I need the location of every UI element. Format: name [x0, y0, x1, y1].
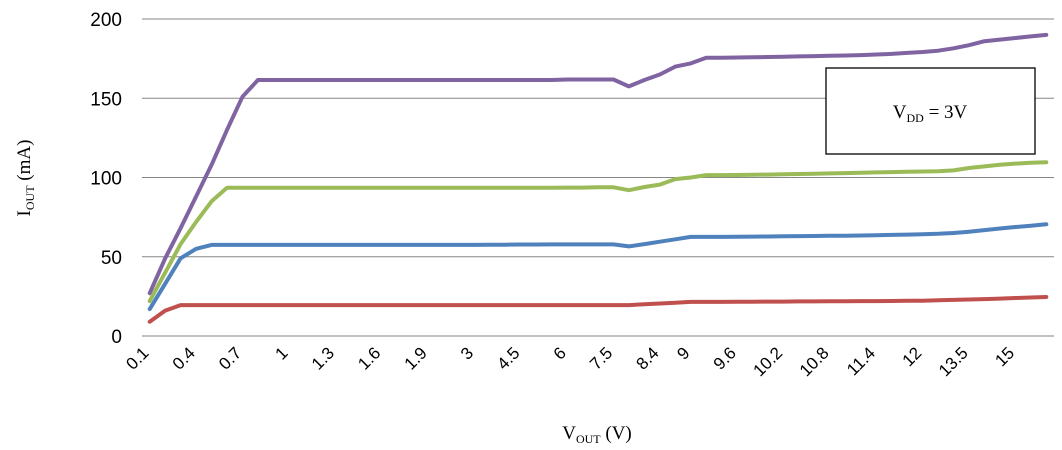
x-tick-label: 6 — [550, 343, 570, 363]
x-tick-label: 10.2 — [749, 343, 786, 380]
x-tick-label: 1.9 — [401, 343, 431, 373]
series-line-1 — [147, 32, 1049, 296]
y-tick-label: 0 — [111, 327, 122, 348]
x-tick-label: 11.4 — [843, 343, 879, 379]
y-tick-label: 50 — [101, 248, 122, 269]
x-tick-label: 7.5 — [586, 343, 616, 373]
series-line-4 — [147, 295, 1049, 324]
x-tick-label: 8.4 — [633, 343, 663, 373]
x-tick-label: 3 — [457, 343, 477, 363]
x-tick-label: 4.5 — [493, 343, 523, 373]
x-tick-labels: 0.1 0.4 0.7 1 1.3 1.6 1.9 3 4.5 6 7.5 8.4 9 9.6 10.2 10… — [122, 343, 1018, 380]
x-tick-label: 13.5 — [935, 343, 972, 380]
series-line-3 — [147, 222, 1049, 312]
x-tick-label: 9 — [673, 343, 693, 363]
series-line-2 — [147, 160, 1049, 304]
x-tick-label: 1 — [272, 343, 292, 363]
y-tick-label: 150 — [90, 89, 122, 110]
series-lines — [147, 32, 1049, 324]
annotation-text: VDD = 3V — [893, 102, 968, 125]
x-axis-title: VOUT (V) — [562, 423, 632, 446]
y-tick-labels: 0 50 100 150 200 — [90, 10, 122, 348]
x-tick-label: 1.6 — [354, 343, 384, 373]
x-tick-label: 0.1 — [122, 343, 152, 373]
annotation-box: VDD = 3V — [825, 67, 1036, 155]
x-tick-label: 0.4 — [169, 343, 199, 373]
y-tick-label: 100 — [90, 169, 122, 190]
x-tick-label: 10.8 — [796, 343, 833, 380]
gridlines — [142, 18, 1054, 258]
x-tick-label: 1.3 — [308, 343, 338, 373]
y-tick-label: 200 — [90, 10, 122, 31]
x-tick-label: 15 — [991, 343, 1018, 370]
annotation-frame — [825, 67, 1036, 155]
x-tick-label: 12 — [899, 343, 926, 370]
y-axis-title: IOUT (mA) — [14, 140, 37, 217]
x-tick-label: 9.6 — [710, 343, 740, 373]
x-tick-label: 0.7 — [215, 343, 245, 373]
